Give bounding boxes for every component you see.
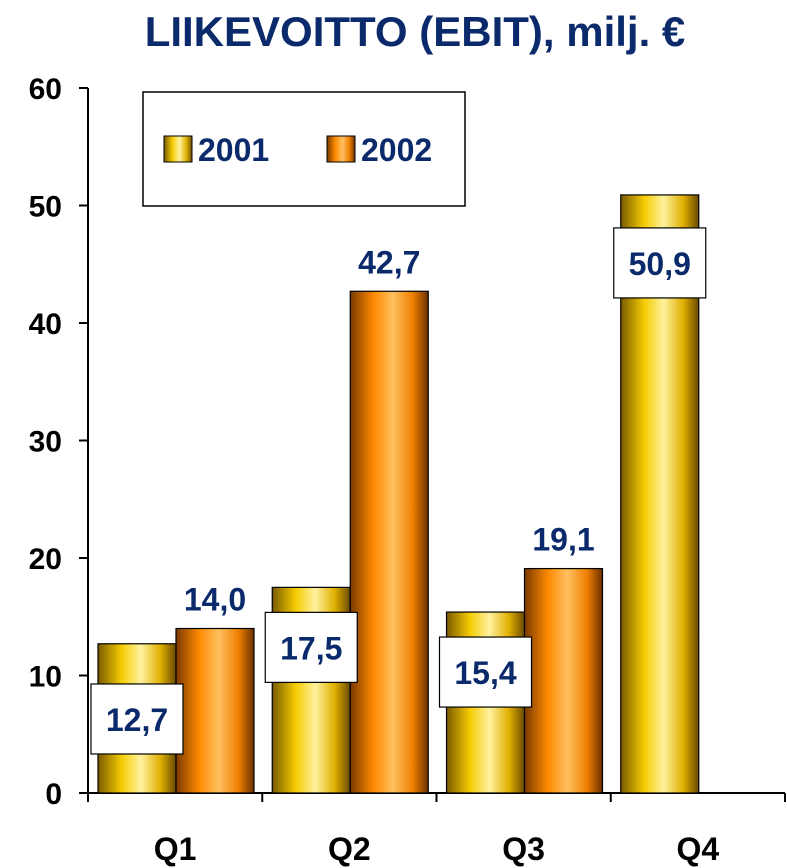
x-tick-label: Q3 <box>502 831 545 867</box>
bar-2002-Q3 <box>523 567 604 794</box>
y-tick-label: 20 <box>29 543 62 576</box>
bar-2002-Q2 <box>349 290 429 794</box>
data-label: 50,9 <box>629 246 691 282</box>
y-tick-label: 10 <box>29 661 62 694</box>
x-tick-label: Q2 <box>328 831 371 867</box>
data-label-box <box>90 683 184 755</box>
axes: 0 10 20 30 40 50 60 Q1 Q2 Q3 Q4 <box>29 73 786 867</box>
legend-label-2002: 2002 <box>361 132 432 168</box>
data-label-box <box>613 227 707 299</box>
x-tick-label: Q1 <box>154 831 197 867</box>
bars <box>97 194 700 794</box>
y-tick-label: 50 <box>29 191 62 224</box>
data-label: 17,5 <box>280 630 342 666</box>
legend-swatch-2002 <box>326 135 356 163</box>
data-label-box <box>438 636 533 708</box>
legend-box <box>142 91 466 207</box>
x-tick-label: Q4 <box>677 831 720 867</box>
bar-2002-Q1 <box>175 627 255 794</box>
y-tick-label: 40 <box>29 308 62 341</box>
data-label: 15,4 <box>454 655 516 691</box>
legend-swatch-2001 <box>163 135 193 163</box>
chart-title: LIIKEVOITTO (EBIT), milj. € <box>145 8 686 55</box>
y-tick-label: 0 <box>45 778 62 811</box>
data-label-box <box>264 611 358 683</box>
data-label: 19,1 <box>532 522 594 558</box>
data-label: 14,0 <box>184 582 246 618</box>
data-labels: 12,7 14,0 17,5 42,7 15,4 19,1 50,9 <box>90 227 707 755</box>
y-tick-label: 60 <box>29 73 62 106</box>
data-label: 12,7 <box>106 702 168 738</box>
y-tick-label: 30 <box>29 426 62 459</box>
legend: 2001 2002 <box>142 91 466 207</box>
data-label: 42,7 <box>358 244 420 280</box>
legend-label-2001: 2001 <box>198 132 269 168</box>
